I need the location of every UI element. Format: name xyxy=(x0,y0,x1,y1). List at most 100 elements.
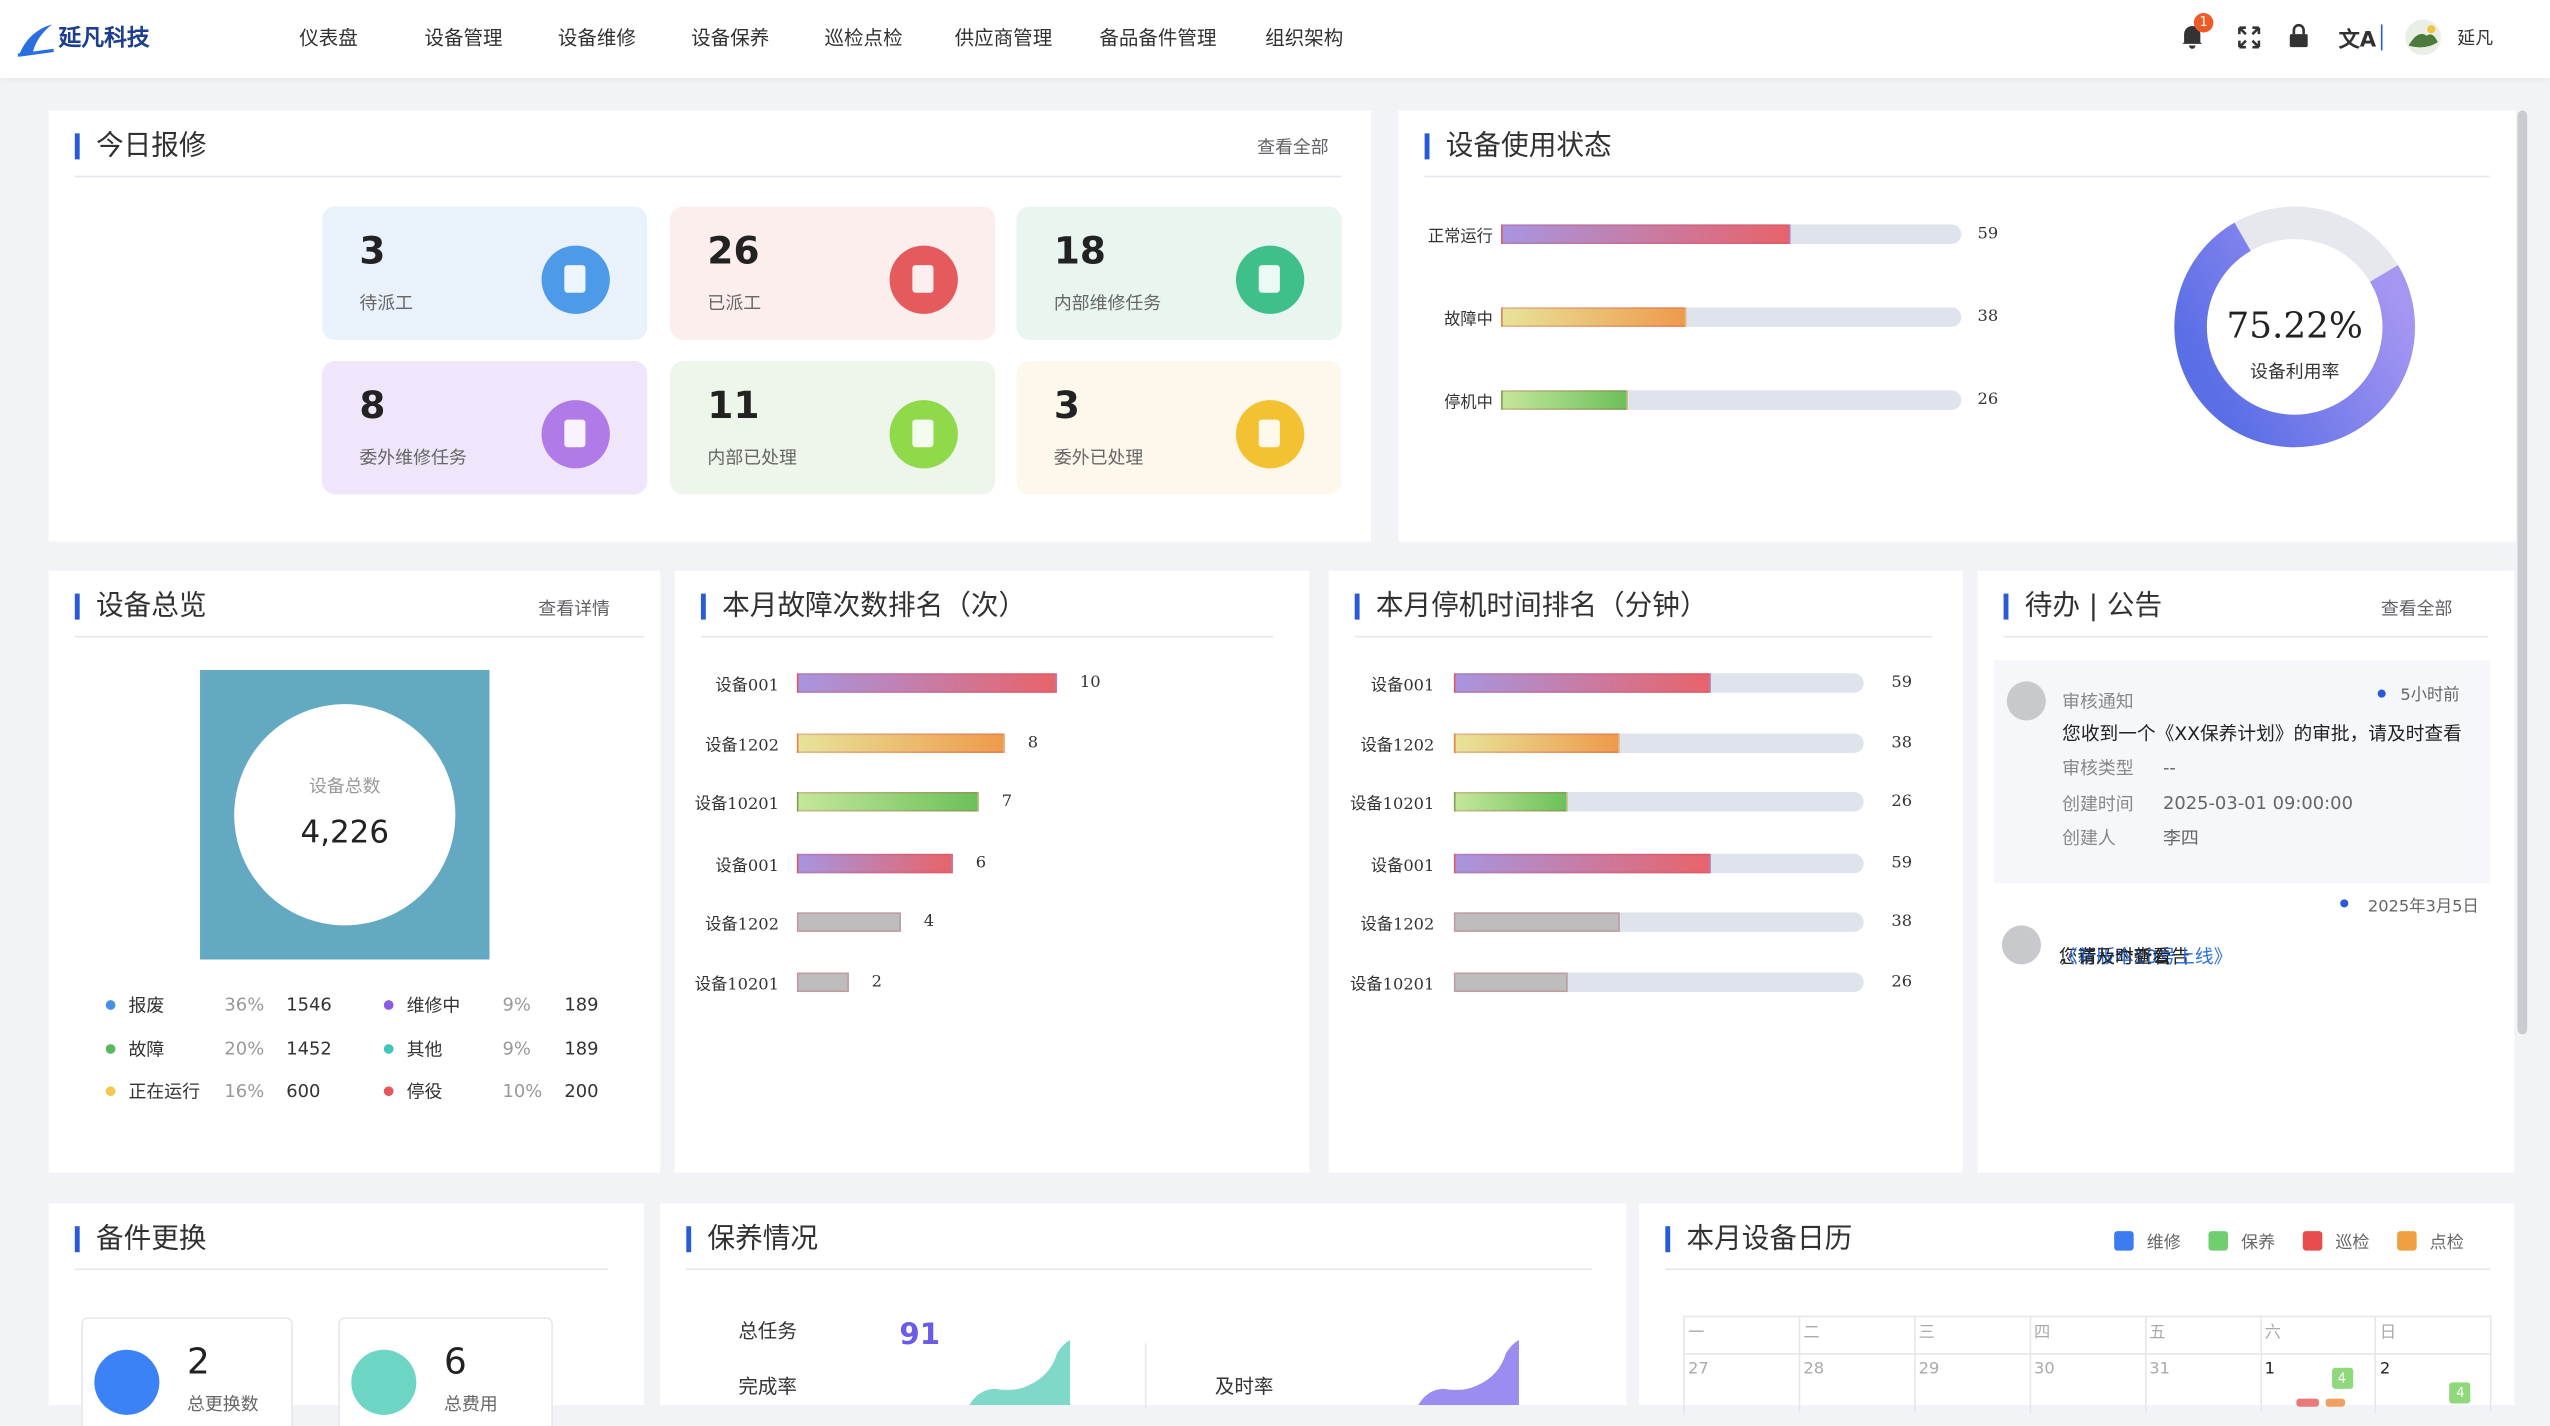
parts-value: 6 xyxy=(443,1342,467,1384)
parts-label: 总费用 xyxy=(443,1393,498,1415)
stat-card: 26 已派工 xyxy=(670,206,996,340)
bar-label: 设备10201 xyxy=(694,976,779,995)
announce-pre: 您有一个新公告 xyxy=(2058,944,2190,968)
bar-label: 设备10201 xyxy=(694,796,779,814)
legend-swatch xyxy=(2208,1231,2229,1251)
overview-chart-circle xyxy=(234,704,456,926)
panel-title: 保养情况 xyxy=(686,1225,818,1253)
nav-item[interactable]: 仪表盘 xyxy=(299,26,358,50)
calendar-panel: 本月设备日历 维修 保养 巡检 点检一 27 二 28 三 29 四 30 五 31 六 1 4 日 2 4 xyxy=(1639,1203,2515,1415)
area-chart xyxy=(969,1340,1071,1406)
lock-icon[interactable] xyxy=(2288,23,2309,49)
field-value: 李四 xyxy=(2162,827,2199,849)
legend-name: 维修中 xyxy=(406,995,461,1017)
legend-name: 巡检 xyxy=(2335,1233,2370,1254)
view-all-link[interactable]: 查看全部 xyxy=(2380,598,2453,620)
panel-title: 设备使用状态 xyxy=(1424,133,1612,160)
calendar-grid xyxy=(1683,1315,2492,1415)
bar-label: 设备1202 xyxy=(705,737,779,756)
nav-item[interactable]: 设备维修 xyxy=(557,26,636,50)
announce-link[interactable]: 《新版本10号上线》 xyxy=(2058,944,2233,968)
bar-label: 设备001 xyxy=(1370,857,1435,876)
view-all-link[interactable]: 查看全部 xyxy=(1257,136,1329,158)
bell-icon[interactable] xyxy=(2179,21,2205,50)
parts-value: 2 xyxy=(187,1342,210,1384)
bar-label: 设备001 xyxy=(715,677,779,696)
stat-value: 26 xyxy=(707,230,760,274)
nav-item[interactable]: 设备管理 xyxy=(424,26,503,50)
weekday: 四 xyxy=(2033,1324,2051,1343)
todo-panel: 待办 | 公告 查看全部 审核通知 5小时前 您收到一个《XX保养计划》的审批，请及时查… xyxy=(1977,570,2515,1173)
stat-value: 8 xyxy=(359,385,386,428)
legend-name: 保养 xyxy=(2241,1233,2276,1254)
icon-glyph xyxy=(564,265,586,293)
legend-share: 36% xyxy=(224,994,265,1016)
parts-icon xyxy=(94,1349,160,1415)
scrollbar[interactable] xyxy=(2517,110,2528,1035)
stat-icon xyxy=(889,245,958,314)
avatar[interactable] xyxy=(2405,19,2442,56)
nav-item[interactable]: 组织架构 xyxy=(1265,26,1344,50)
bar xyxy=(796,853,954,874)
rate-label: 完成率 xyxy=(738,1375,797,1398)
calendar-col xyxy=(2259,1315,2262,1414)
bar-value: 59 xyxy=(1977,225,1999,244)
legend-name: 点检 xyxy=(2429,1233,2464,1254)
calendar-row-line xyxy=(1683,1353,2490,1355)
notice-box xyxy=(1993,660,2490,884)
bar xyxy=(796,791,980,812)
divider xyxy=(2003,635,2489,638)
nav-item[interactable]: 设备保养 xyxy=(691,26,770,50)
bar-label: 正常运行 xyxy=(1427,228,1493,247)
bar xyxy=(1453,912,1620,932)
stat-card: 8 委外维修任务 xyxy=(322,361,648,495)
legend-swatch xyxy=(2114,1231,2134,1251)
legend-count: 200 xyxy=(564,1080,599,1102)
stat-value: 3 xyxy=(359,230,386,274)
date-dot xyxy=(2340,899,2349,908)
legend-share: 9% xyxy=(502,994,531,1016)
icon-glyph xyxy=(1258,265,1280,293)
legend-share: 20% xyxy=(224,1037,265,1059)
legend-dot xyxy=(105,1086,116,1097)
fullscreen-icon[interactable] xyxy=(2238,26,2261,49)
notice-time: 5小时前 xyxy=(2400,687,2460,705)
bar-value: 59 xyxy=(1891,854,1913,873)
icon-glyph xyxy=(912,419,934,448)
view-detail-link[interactable]: 查看详情 xyxy=(538,598,610,620)
panel-title: 本月停机时间排名（分钟） xyxy=(1354,593,1708,620)
bar-label: 设备1202 xyxy=(705,916,779,935)
parts-card: 2 总更换数 xyxy=(81,1317,293,1426)
bar-value: 26 xyxy=(1891,792,1913,811)
user-name[interactable]: 延凡 xyxy=(2457,27,2494,49)
legend-dot xyxy=(105,1000,116,1010)
panel-title: 设备总览 xyxy=(74,593,207,620)
weekday: 五 xyxy=(2149,1324,2166,1343)
nav-item[interactable]: 备品备件管理 xyxy=(1099,26,1217,50)
donut-value: 75.22% xyxy=(2226,306,2363,348)
panel-title: 今日报修 xyxy=(74,133,207,160)
bar-value: 8 xyxy=(1027,734,1039,753)
day-number: 1 xyxy=(2264,1360,2275,1379)
nav-item[interactable]: 供应商管理 xyxy=(954,26,1053,50)
total-label: 设备总数 xyxy=(308,775,381,797)
bar xyxy=(1453,733,1620,753)
weekday: 二 xyxy=(1803,1324,1820,1343)
total-value: 4,226 xyxy=(300,814,390,851)
bar-value: 2 xyxy=(871,973,883,992)
bar-label: 设备10201 xyxy=(1350,796,1435,814)
bar-label: 设备10201 xyxy=(1350,976,1435,995)
separator xyxy=(2380,24,2383,51)
bar xyxy=(1501,224,1790,244)
divider xyxy=(700,635,1274,638)
legend-share: 16% xyxy=(224,1080,265,1102)
divider xyxy=(74,175,1342,178)
bar xyxy=(796,972,849,993)
nav-item[interactable]: 巡检点检 xyxy=(824,26,903,50)
panel-title: 本月故障次数排名（次） xyxy=(700,593,1026,620)
bar-value: 38 xyxy=(1891,913,1913,932)
translate-icon[interactable]: 文A xyxy=(2338,28,2377,53)
legend-name: 其他 xyxy=(406,1038,443,1060)
panel-title: 备件更换 xyxy=(74,1225,207,1253)
